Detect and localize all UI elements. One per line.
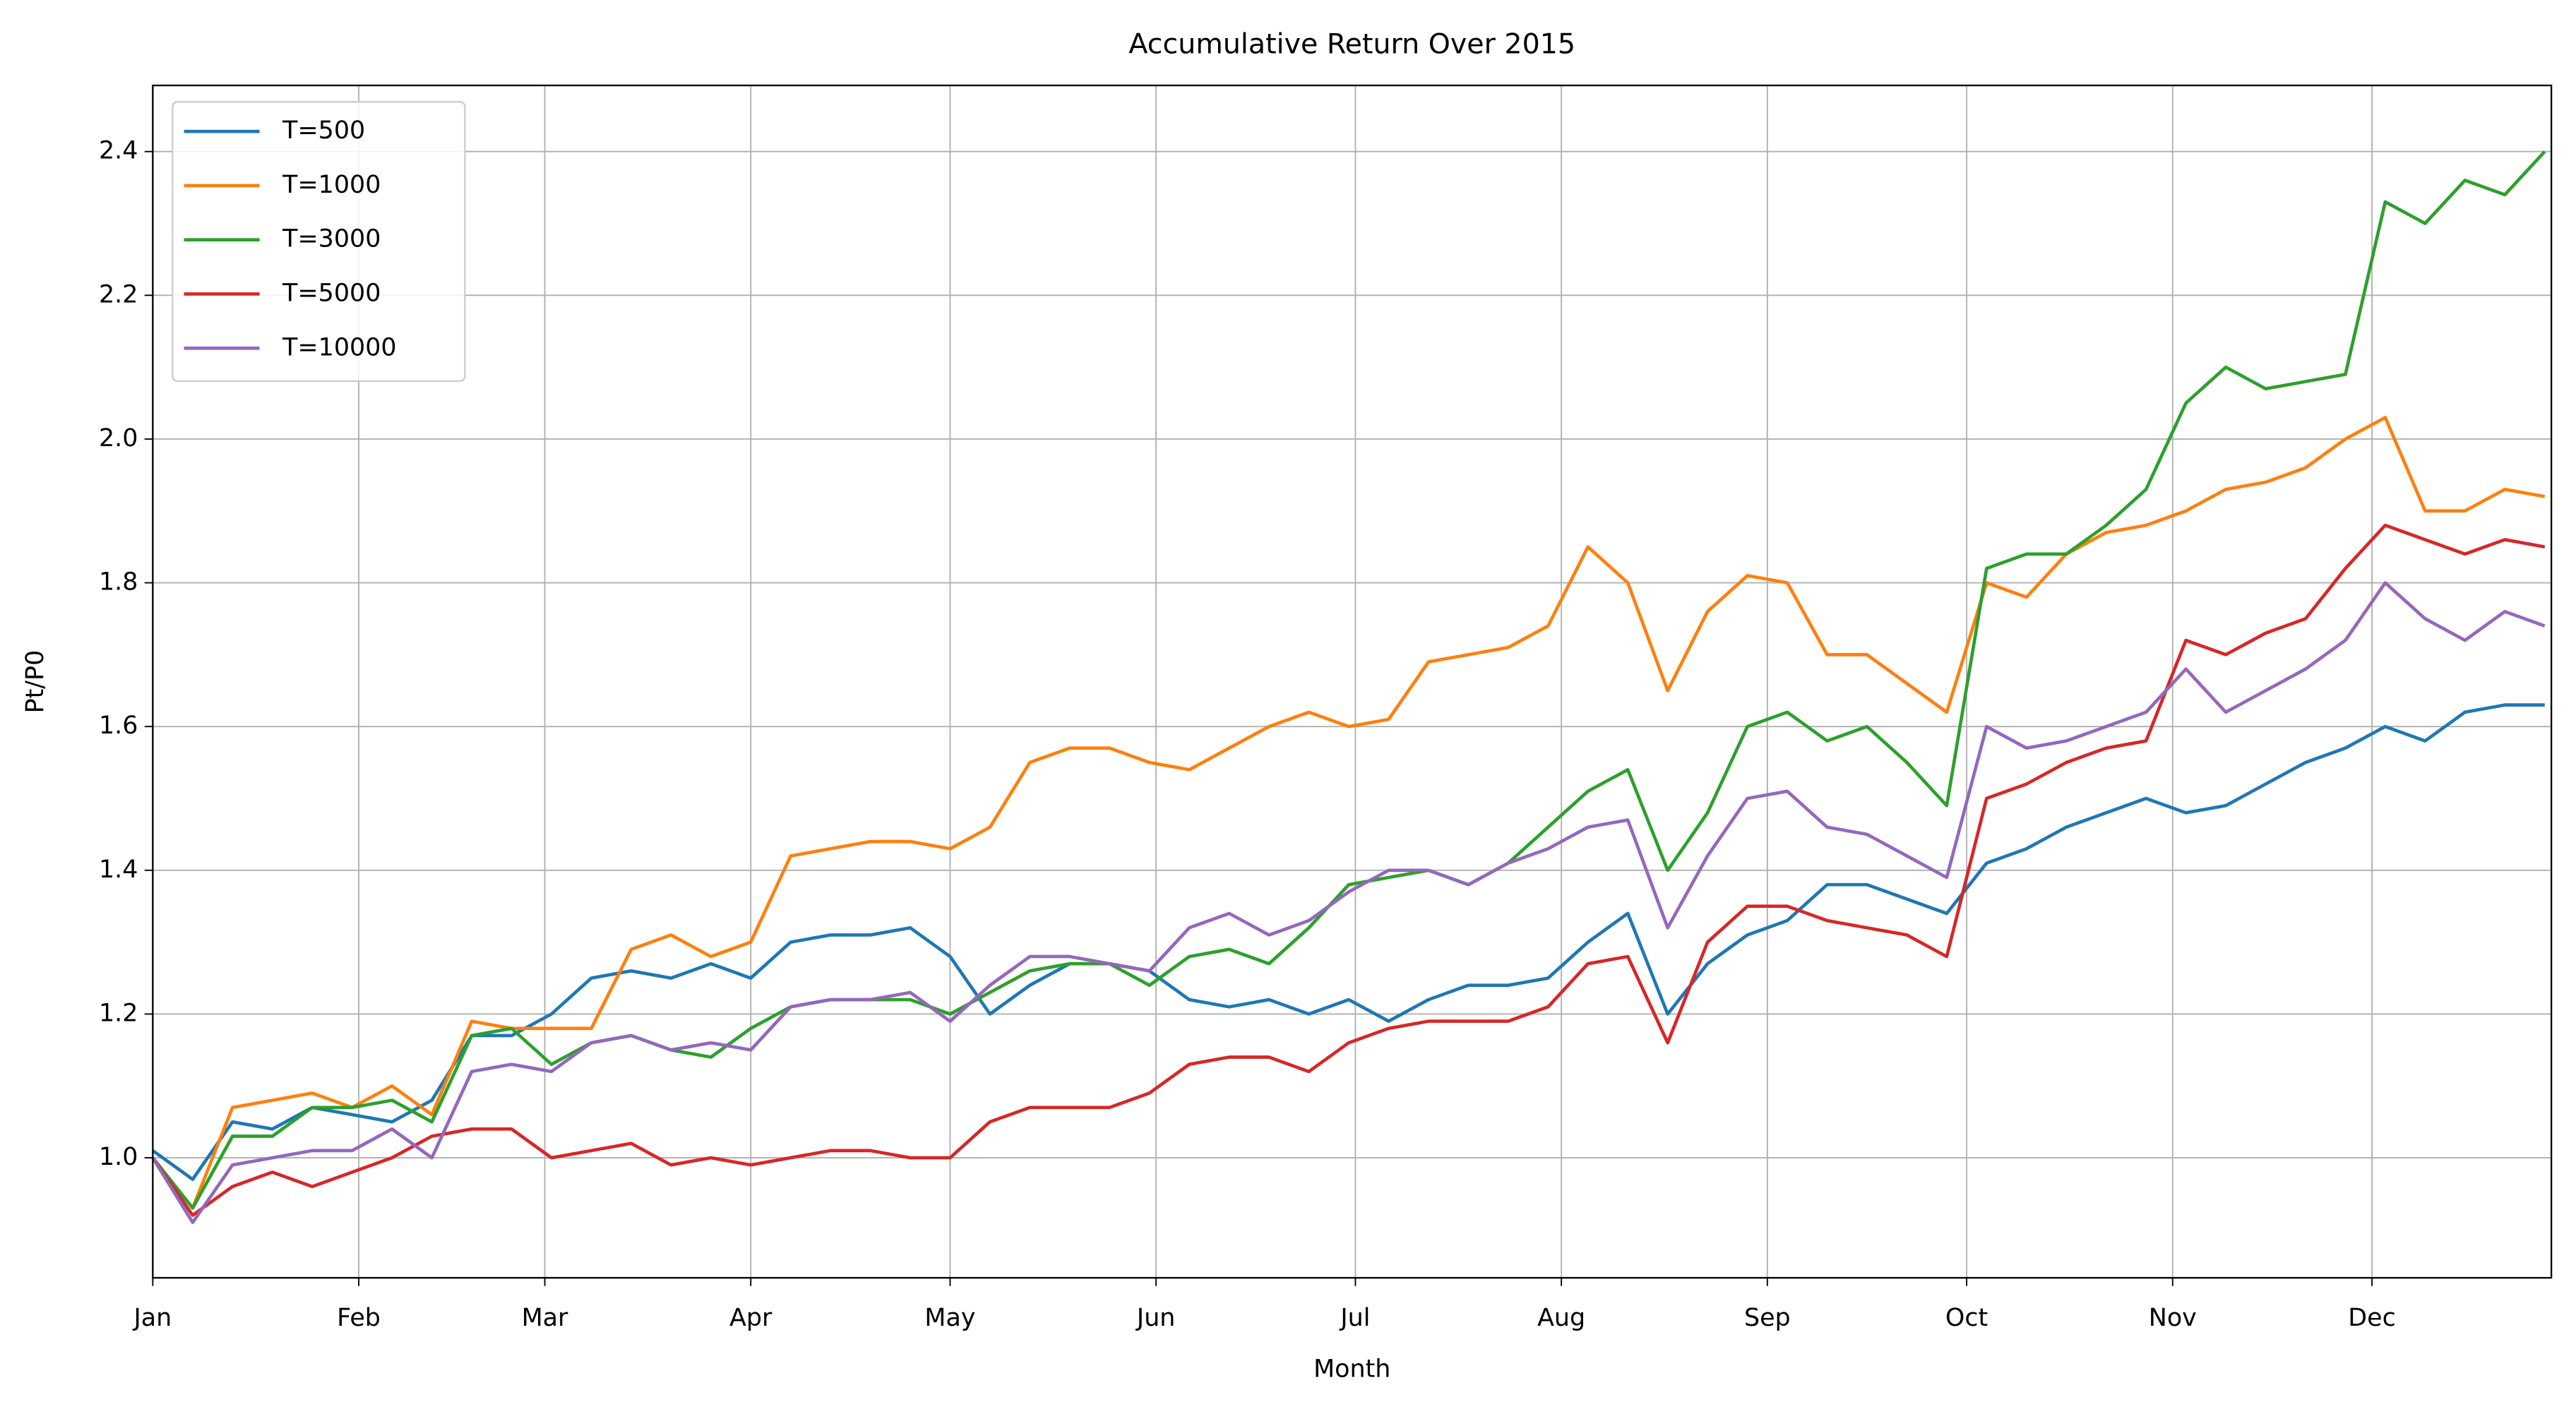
x-tick-label: Jul bbox=[1339, 1304, 1370, 1332]
legend-label: T=3000 bbox=[282, 225, 381, 253]
series-line bbox=[151, 581, 2546, 1225]
y-tick-label: 1.6 bbox=[99, 712, 138, 740]
y-tick-label: 1.2 bbox=[99, 999, 138, 1027]
legend-box bbox=[172, 101, 466, 382]
x-tick-label: Oct bbox=[1945, 1304, 1988, 1332]
series-line bbox=[151, 523, 2546, 1217]
legend-label: T=1000 bbox=[282, 171, 381, 199]
x-tick-label: Sep bbox=[1744, 1304, 1791, 1332]
x-tick-label: Apr bbox=[729, 1304, 773, 1332]
y-tick-label: 2.4 bbox=[99, 137, 138, 165]
legend-label: T=500 bbox=[282, 116, 365, 145]
chart-title: Accumulative Return Over 2015 bbox=[1128, 28, 1575, 61]
series-line bbox=[152, 703, 2545, 1181]
x-tick-label: Jun bbox=[1135, 1304, 1176, 1332]
legend-label: T=10000 bbox=[282, 333, 396, 361]
x-tick-label: May bbox=[924, 1304, 975, 1332]
series-line bbox=[151, 416, 2546, 1210]
legend: T=500 T=1000 T=3000 T=5000 T=10000 bbox=[172, 101, 466, 382]
series-line bbox=[151, 150, 2546, 1210]
y-tick-label: 2.0 bbox=[99, 424, 138, 453]
x-tick-label: Feb bbox=[337, 1304, 381, 1332]
x-tick-label: Dec bbox=[2348, 1304, 2396, 1332]
x-axis-label: Month bbox=[1313, 1355, 1390, 1383]
plot-frame bbox=[152, 84, 2553, 1279]
x-tick-label: Aug bbox=[1537, 1304, 1585, 1332]
x-tick-label: Mar bbox=[522, 1304, 568, 1332]
x-tick-label: Jan bbox=[132, 1304, 172, 1332]
x-tick-label: Nov bbox=[2149, 1304, 2197, 1332]
legend-label: T=5000 bbox=[282, 279, 381, 307]
y-tick-label: 1.8 bbox=[99, 568, 138, 597]
y-tick-label: 2.2 bbox=[99, 280, 138, 308]
y-tick-label: 1.0 bbox=[99, 1143, 138, 1171]
y-axis-label: Pt/P0 bbox=[21, 650, 49, 714]
y-tick-label: 1.4 bbox=[99, 856, 138, 884]
